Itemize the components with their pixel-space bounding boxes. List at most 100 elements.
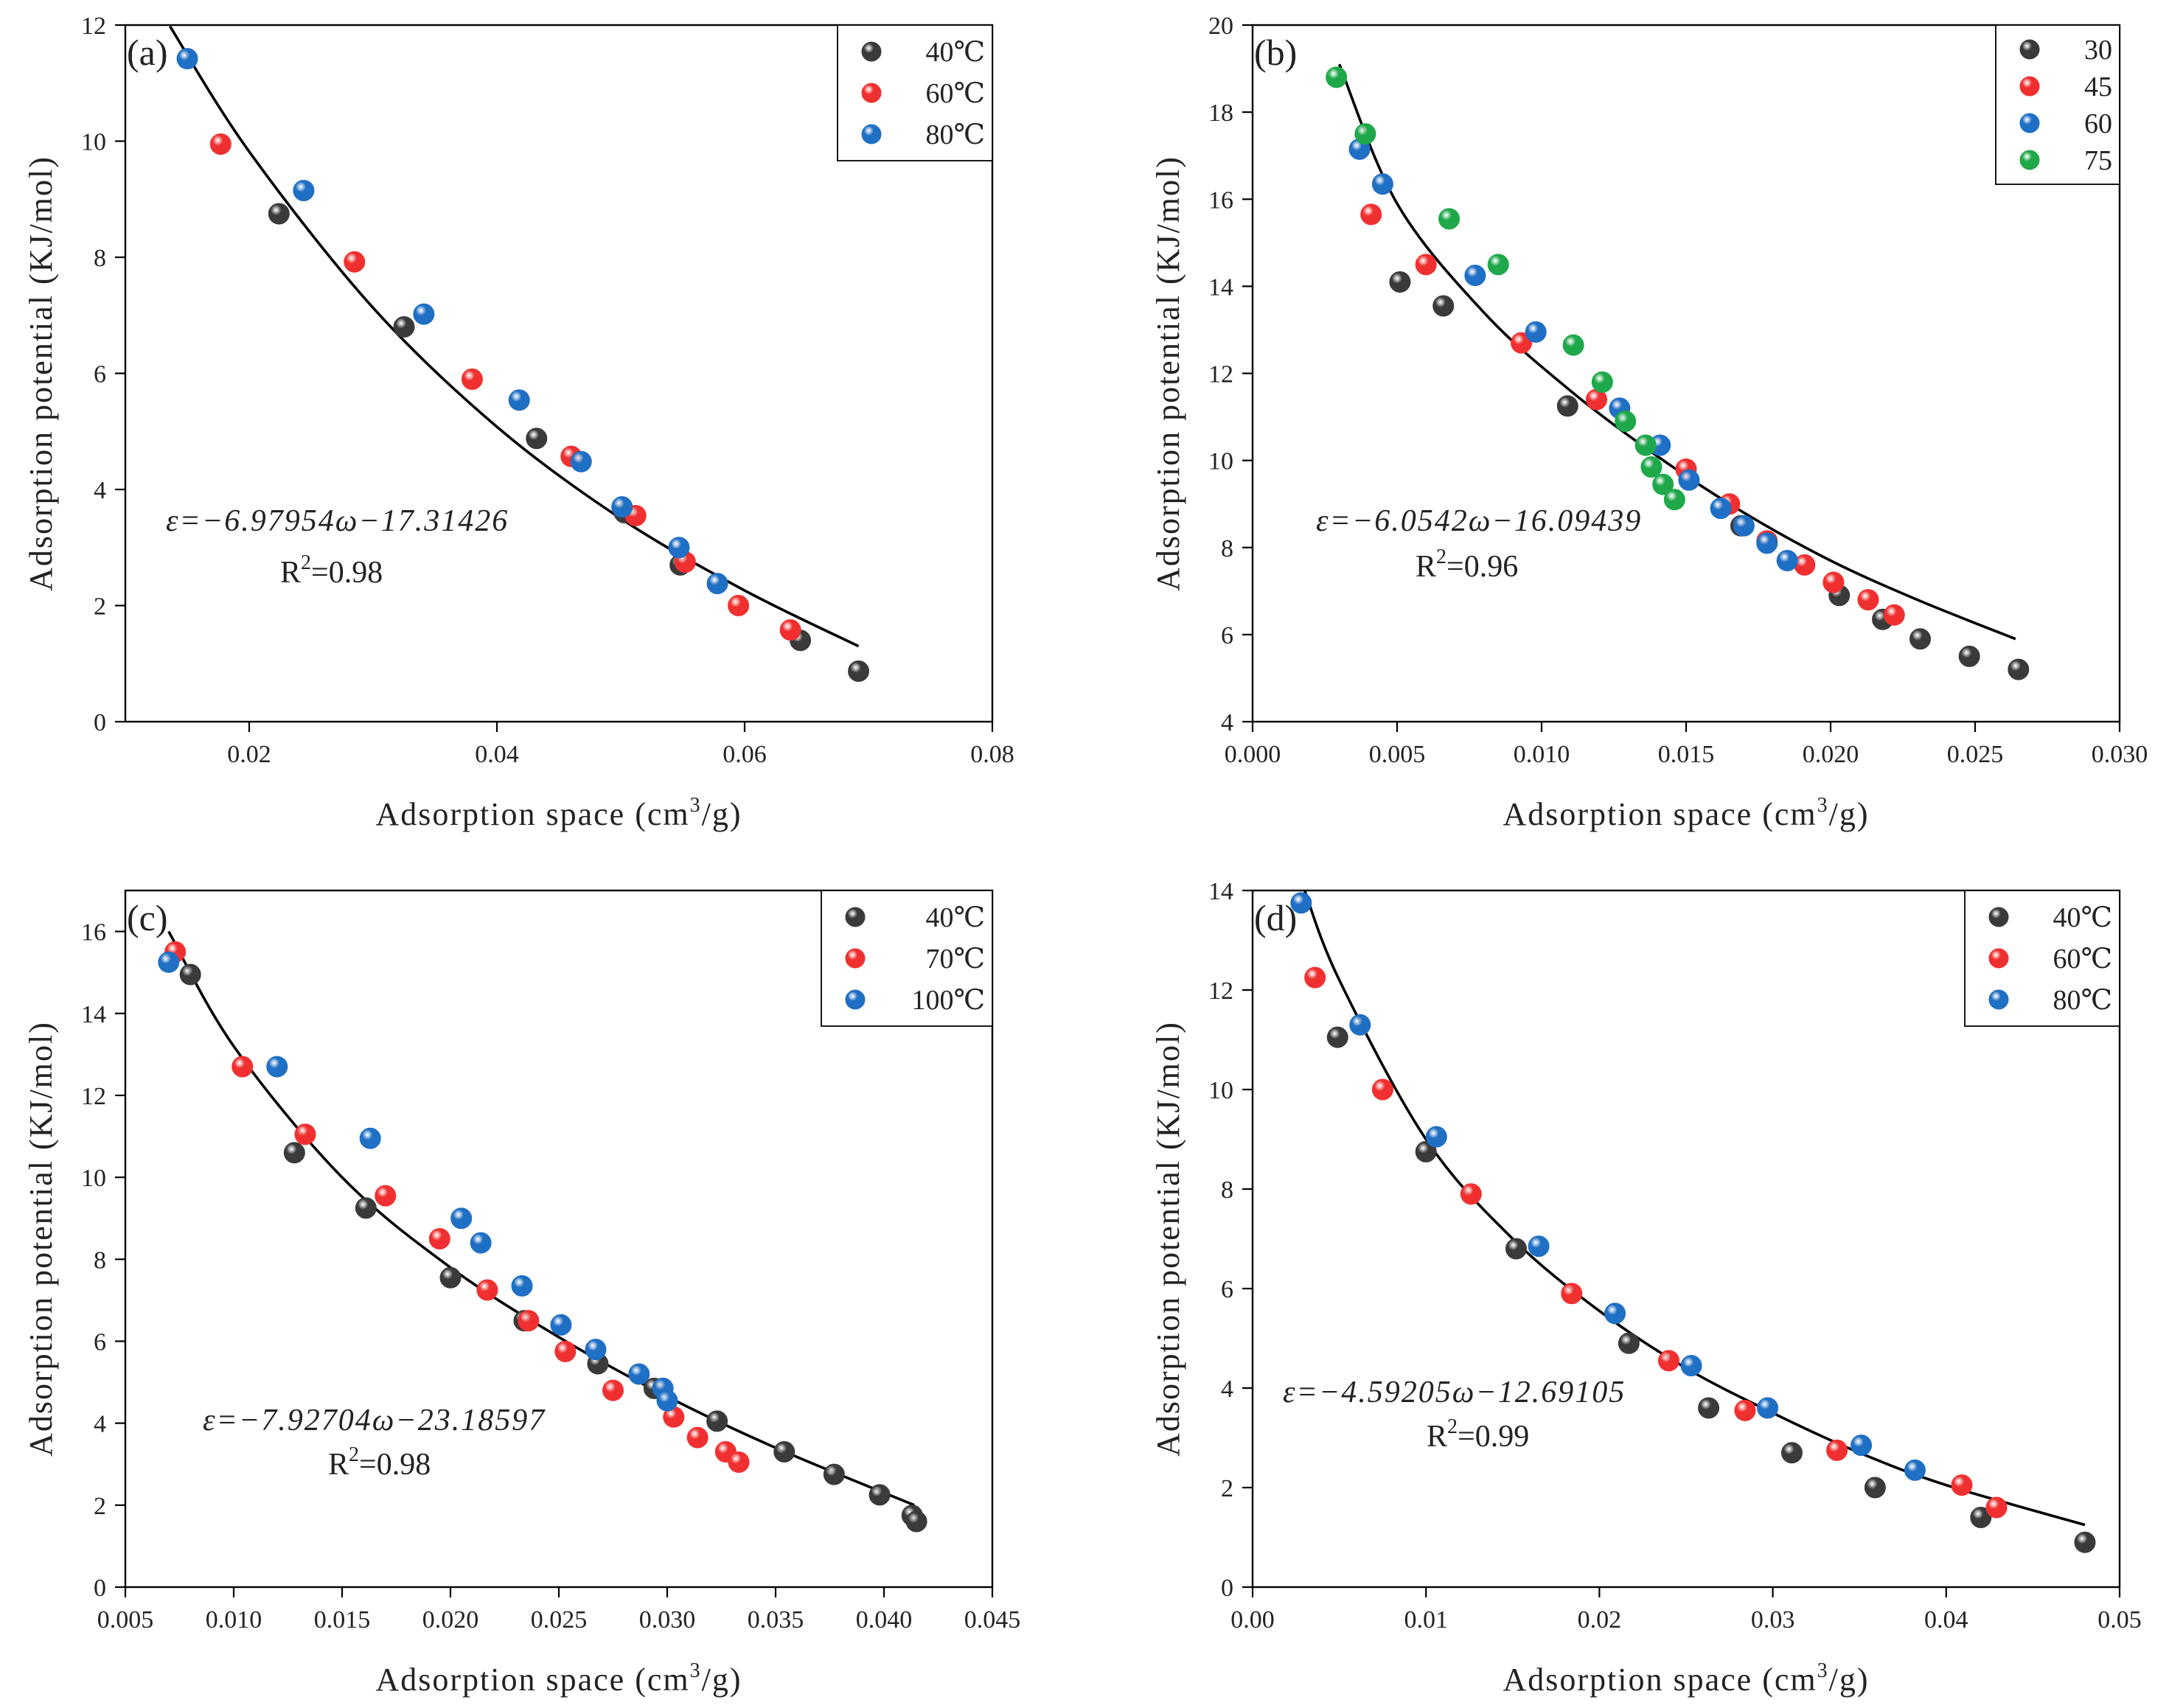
r-squared-value: =0.96 — [1446, 550, 1518, 584]
x-axis-label-sup: 3 — [1817, 1659, 1829, 1682]
data-point — [1851, 1435, 1873, 1457]
x-axis-label-sup: 3 — [690, 794, 702, 817]
data-point — [1680, 1355, 1702, 1377]
data-point — [570, 450, 592, 473]
data-point — [1652, 473, 1674, 495]
x-tick-label: 0.04 — [1924, 1606, 1968, 1634]
data-point — [1678, 469, 1700, 491]
x-axis-label-text: Adsorption space (cm — [375, 1662, 689, 1698]
data-point — [1591, 371, 1613, 393]
data-point — [1415, 1140, 1437, 1163]
data-point — [1864, 1477, 1886, 1499]
data-point — [294, 1123, 316, 1146]
y-tick-label: 12 — [1208, 361, 1233, 388]
y-tick-label: 10 — [81, 129, 106, 156]
x-tick-label: 0.030 — [2092, 741, 2148, 768]
data-point — [1958, 645, 1980, 667]
data-point — [1909, 628, 1932, 650]
y-tick-label: 2 — [94, 1493, 106, 1520]
x-axis-label-text: Adsorption space (cm — [375, 796, 689, 832]
data-point — [1615, 410, 1637, 432]
fit-curve — [1303, 890, 2086, 1527]
legend: 40℃ 60℃ 80℃ — [837, 24, 993, 161]
y-tick-label: 2 — [94, 593, 106, 621]
x-tick-label: 0.025 — [1947, 741, 2004, 768]
data-point — [1618, 1332, 1640, 1354]
x-tick-label: 0.020 — [422, 1606, 479, 1634]
y-axis-label: Adsorption potential (KJ/mol) — [23, 156, 59, 591]
r-squared: R2=0.99 — [1427, 1415, 1529, 1454]
data-point — [1826, 1439, 1848, 1461]
y-tick-label: 0 — [94, 709, 106, 736]
data-point — [1464, 265, 1486, 287]
x-axis-label-text: Adsorption space (cm — [1503, 796, 1817, 832]
data-point — [1415, 254, 1437, 276]
data-point — [2008, 658, 2030, 680]
y-tick-label: 8 — [1221, 535, 1233, 562]
x-tick-label: 0.02 — [1578, 1606, 1622, 1634]
data-point — [823, 1463, 845, 1485]
data-point — [1425, 1126, 1447, 1148]
data-point — [1857, 589, 1879, 611]
y-tick-label: 12 — [81, 1083, 106, 1110]
data-point — [1360, 203, 1382, 226]
data-point — [1604, 1303, 1626, 1325]
x-axis-label-text: /g) — [1829, 796, 1870, 832]
data-point — [585, 1339, 607, 1361]
r-squared-prefix: R — [1427, 1420, 1447, 1454]
y-tick-label: 6 — [1221, 1276, 1233, 1303]
panel-c: 0.005 0.010 0.015 0.020 0.025 0.030 0.035 0.040… — [23, 889, 1020, 1698]
legend: 30 45 60 75 — [1995, 24, 2120, 185]
data-point — [179, 963, 201, 986]
r-squared-sup: 2 — [1436, 545, 1446, 568]
x-tick-label: 0.01 — [1404, 1606, 1448, 1634]
x-axis-label-sup: 3 — [690, 1659, 702, 1682]
x-axis-label-text: /g) — [1829, 1662, 1870, 1698]
data-point — [1951, 1474, 1973, 1496]
fit-equation: ε=−7.92704ω−23.18597 — [203, 1404, 546, 1437]
r-squared: R2=0.98 — [328, 1443, 431, 1482]
x-axis-label: Adsorption space (cm3/g) — [1503, 794, 1869, 832]
legend-label: 80℃ — [925, 119, 985, 150]
series-dark — [268, 203, 870, 682]
y-tick-label: 10 — [1208, 1077, 1233, 1104]
x-tick-label: 0.06 — [723, 741, 767, 768]
y-tick-label: 12 — [81, 13, 106, 40]
data-point — [848, 660, 870, 682]
data-point — [554, 1340, 577, 1362]
data-point — [611, 496, 633, 518]
data-point — [476, 1279, 498, 1301]
panel-label: (d) — [1254, 897, 1297, 938]
data-point — [1657, 1350, 1679, 1372]
fit-equation: ε=−6.0542ω−16.09439 — [1316, 504, 1642, 538]
y-axis-label: Adsorption potential (KJ/mol) — [1150, 1021, 1186, 1457]
y-tick-label: 10 — [81, 1165, 106, 1192]
data-point — [1371, 173, 1393, 195]
r-squared-value: =0.98 — [359, 1448, 431, 1482]
x-axis-label-sup: 3 — [1817, 794, 1829, 817]
legend-marker — [2019, 39, 2040, 60]
y-tick-label: 16 — [81, 919, 106, 947]
data-point — [518, 1310, 540, 1332]
data-point — [450, 1207, 473, 1230]
y-tick-label: 0 — [1221, 1575, 1233, 1602]
data-point — [1505, 1238, 1528, 1260]
fit-equation: ε=−4.59205ω−12.69105 — [1283, 1376, 1626, 1409]
x-tick-label: 0.005 — [97, 1606, 154, 1634]
x-tick-label: 0.03 — [1751, 1606, 1795, 1634]
data-point — [1985, 1496, 2008, 1519]
series-blue — [1290, 892, 1926, 1481]
data-point — [428, 1228, 450, 1249]
x-tick-label: 0.020 — [1803, 741, 1859, 768]
legend-marker — [2019, 150, 2040, 170]
data-point — [1460, 1183, 1482, 1205]
data-point — [176, 48, 198, 70]
x-tick-label: 0.025 — [531, 1606, 588, 1634]
y-axis-label: Adsorption potential (KJ/mol) — [1150, 156, 1186, 591]
data-point — [1432, 295, 1455, 317]
data-point — [628, 1363, 650, 1385]
legend-label: 60℃ — [2053, 944, 2112, 975]
x-tick-label: 0.035 — [748, 1606, 804, 1634]
legend-label: 45 — [2084, 72, 2112, 102]
data-point — [1349, 1014, 1371, 1036]
